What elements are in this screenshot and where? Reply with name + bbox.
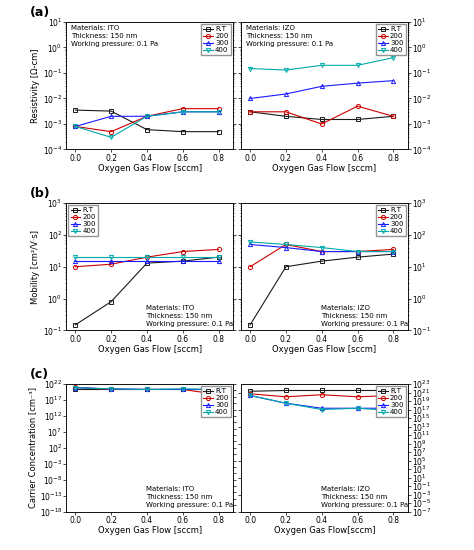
X-axis label: Oxygen Gas Flow [sccm]: Oxygen Gas Flow [sccm] [98,164,201,173]
Text: Materials: IZO
Thickness: 150 nm
Working pressure: 0.1 Pa: Materials: IZO Thickness: 150 nm Working… [321,305,408,327]
Legend: R.T, 200, 300, 400: R.T, 200, 300, 400 [201,24,231,56]
X-axis label: Oxygen Gas Flow [sccm]: Oxygen Gas Flow [sccm] [273,345,376,354]
Text: Materials: ITO
Thickness: 150 nm
Working pressure: 0.1 Pa: Materials: ITO Thickness: 150 nm Working… [72,25,158,47]
Text: (b): (b) [30,188,50,200]
Text: Materials: ITO
Thickness: 150 nm
Working pressure: 0.1 Pa: Materials: ITO Thickness: 150 nm Working… [146,486,233,508]
Text: Materials: ITO
Thickness: 150 nm
Working pressure: 0.1 Pa: Materials: ITO Thickness: 150 nm Working… [146,305,233,327]
Text: (c): (c) [30,368,49,382]
Legend: R.T, 200, 300, 400: R.T, 200, 300, 400 [376,205,406,236]
Text: (a): (a) [30,7,50,19]
Legend: R.T, 200, 300, 400: R.T, 200, 300, 400 [376,386,406,417]
Y-axis label: Mobility [cm²/V·s]: Mobility [cm²/V·s] [31,230,40,304]
Y-axis label: Resistivity [Ω-cm]: Resistivity [Ω-cm] [31,48,40,123]
Legend: R.T, 200, 300, 400: R.T, 200, 300, 400 [201,386,231,417]
X-axis label: Oxygen Gas Flow[sccm]: Oxygen Gas Flow[sccm] [273,526,375,535]
Y-axis label: Carrier Concentration [cm⁻³]: Carrier Concentration [cm⁻³] [28,387,37,508]
X-axis label: Oxygen Gas Flow [sccm]: Oxygen Gas Flow [sccm] [98,345,201,354]
X-axis label: Oxygen Gas Flow [sccm]: Oxygen Gas Flow [sccm] [98,526,201,535]
Text: Materials: IZO
Thickness: 150 nm
Working pressure: 0.1 Pa: Materials: IZO Thickness: 150 nm Working… [246,25,333,47]
X-axis label: Oxygen Gas Flow [sccm]: Oxygen Gas Flow [sccm] [273,164,376,173]
Legend: R.T, 200, 300, 400: R.T, 200, 300, 400 [376,24,406,56]
Text: Materials: IZO
Thickness: 150 nm
Working pressure: 0.1 Pa: Materials: IZO Thickness: 150 nm Working… [321,486,408,508]
Legend: R.T, 200, 300, 400: R.T, 200, 300, 400 [68,205,98,236]
